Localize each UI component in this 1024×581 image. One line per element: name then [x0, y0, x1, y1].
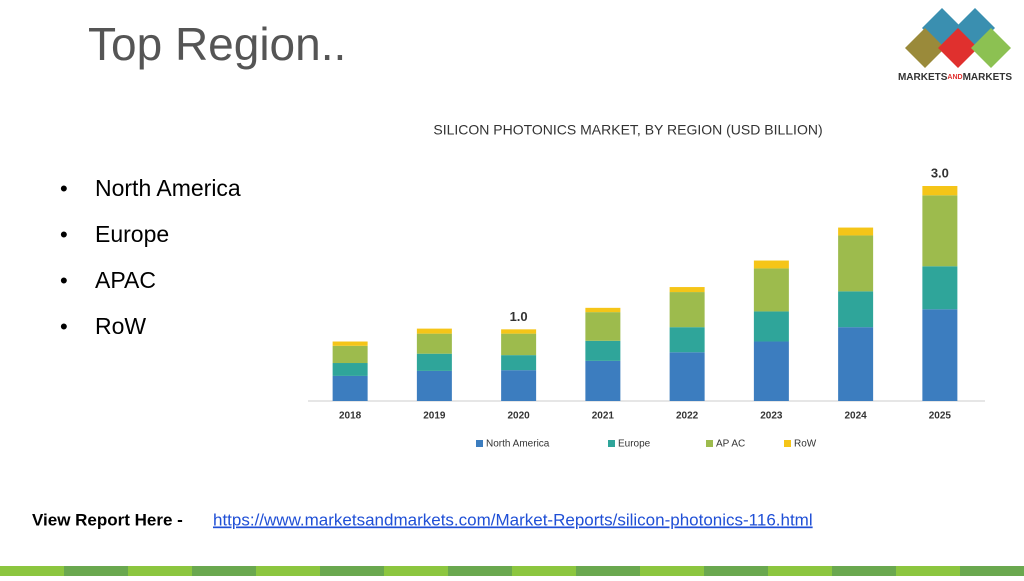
- stripe: [576, 566, 640, 576]
- x-tick-label: 2022: [676, 411, 699, 422]
- bar-segment: [753, 260, 789, 269]
- bar-segment: [501, 355, 537, 371]
- logo-part: MARKETS: [898, 72, 948, 83]
- bar-segment: [501, 333, 537, 356]
- stripe: [960, 566, 1024, 576]
- bullet-text: North America: [95, 175, 241, 201]
- stripe: [448, 566, 512, 576]
- bar-segment: [332, 363, 368, 376]
- bullet-text: Europe: [95, 221, 169, 247]
- x-tick-label: 2021: [592, 411, 615, 422]
- bar-segment: [669, 292, 705, 328]
- x-tick-label: 2019: [423, 411, 446, 422]
- stripe: [320, 566, 384, 576]
- logo-part: MARKETS: [963, 72, 1013, 83]
- bar-segment: [332, 341, 368, 346]
- bullet-dot: •: [60, 268, 68, 293]
- legend-swatch: [476, 440, 483, 447]
- bar-segment: [922, 186, 958, 196]
- stripe: [128, 566, 192, 576]
- bar-segment: [669, 352, 705, 401]
- bar-segment: [332, 345, 368, 364]
- bar-segment: [585, 340, 621, 361]
- bar-segment: [585, 360, 621, 401]
- stripe: [512, 566, 576, 576]
- stripe: [640, 566, 704, 576]
- bar-segment: [753, 341, 789, 401]
- bar-segment: [416, 333, 452, 354]
- slide-title: Top Region..: [88, 18, 346, 70]
- stripe: [256, 566, 320, 576]
- legend-label: RoW: [794, 439, 817, 450]
- bar-segment: [753, 311, 789, 342]
- bullet-text: RoW: [95, 313, 146, 339]
- bar-segment: [838, 227, 874, 236]
- bar-segment: [416, 328, 452, 334]
- logo-text: MARKETSANDMARKETS: [898, 72, 1012, 83]
- bar-segment: [838, 327, 874, 401]
- stripe: [384, 566, 448, 576]
- bullet-dot: •: [60, 176, 68, 201]
- stripe: [0, 566, 64, 576]
- bar-segment: [922, 309, 958, 401]
- total-label: 1.0: [510, 309, 528, 324]
- x-tick-label: 2018: [339, 411, 362, 422]
- logo-icon: [905, 8, 1011, 68]
- bar-segment: [585, 312, 621, 341]
- stripe: [896, 566, 960, 576]
- bar-segment: [669, 327, 705, 353]
- legend-label: AP AC: [716, 439, 745, 450]
- bullet-text: APAC: [95, 267, 156, 293]
- logo-part: AND: [947, 74, 962, 81]
- total-label: 3.0: [931, 165, 949, 180]
- bar-segment: [585, 307, 621, 313]
- chart-title: SILICON PHOTONICS MARKET, BY REGION (USD…: [433, 122, 822, 138]
- x-tick-label: 2025: [929, 411, 952, 422]
- legend-swatch: [608, 440, 615, 447]
- bar-segment: [922, 195, 958, 267]
- bar-segment: [332, 375, 368, 401]
- bar-segment: [838, 235, 874, 292]
- bar-segment: [501, 370, 537, 401]
- bar-segment: [416, 353, 452, 371]
- bar-segment: [838, 291, 874, 328]
- legend-swatch: [784, 440, 791, 447]
- bullet-dot: •: [60, 314, 68, 339]
- bar-segment: [753, 268, 789, 312]
- legend-swatch: [706, 440, 713, 447]
- footer-label: View Report Here -: [32, 510, 183, 529]
- bar-segment: [416, 370, 452, 401]
- x-tick-label: 2024: [845, 411, 868, 422]
- legend-label: Europe: [618, 439, 651, 450]
- stripe: [704, 566, 768, 576]
- legend-label: North America: [486, 439, 550, 450]
- stripe: [832, 566, 896, 576]
- x-tick-label: 2023: [760, 411, 783, 422]
- stripe: [64, 566, 128, 576]
- x-tick-label: 2020: [508, 411, 531, 422]
- bullet-dot: •: [60, 222, 68, 247]
- bar-segment: [669, 287, 705, 293]
- footer-link[interactable]: https://www.marketsandmarkets.com/Market…: [213, 510, 813, 529]
- bar-segment: [501, 329, 537, 334]
- stripe: [768, 566, 832, 576]
- bar-segment: [922, 266, 958, 310]
- stripe: [192, 566, 256, 576]
